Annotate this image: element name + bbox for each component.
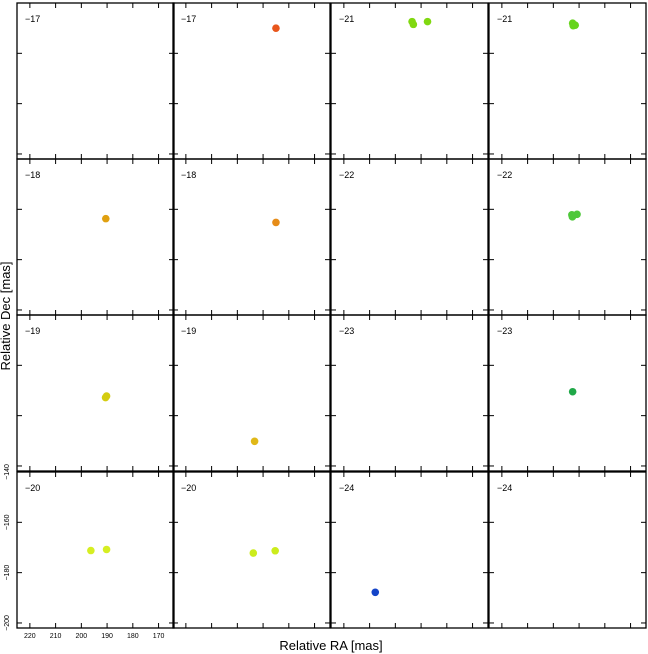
panel-label: −23 [497, 326, 512, 336]
panel-frame [330, 2, 489, 160]
panel-frame [330, 471, 489, 629]
data-point-0 [272, 218, 280, 227]
y-tick-label-2: −180 [4, 565, 11, 581]
panel-frame [488, 471, 647, 629]
y-tick-label-1: −160 [4, 514, 11, 530]
panel-1: −17 [16, 2, 175, 160]
data-point-1 [409, 20, 418, 29]
panel-frame [330, 314, 489, 472]
panel-frame [488, 314, 647, 472]
data-point-1 [271, 546, 279, 555]
panel-3: −21 [330, 2, 489, 160]
panel-frame [488, 2, 647, 160]
panel-label: −19 [25, 326, 40, 336]
data-point-1 [102, 545, 111, 554]
data-point-2 [569, 21, 577, 30]
x-tick-label-3: 190 [101, 633, 113, 640]
panel-label: −20 [181, 483, 196, 493]
panel-frame [330, 158, 489, 316]
data-point-2 [423, 17, 432, 26]
panel-2: −17 [172, 2, 331, 160]
panel-label: −17 [181, 14, 196, 24]
panel-frame [172, 2, 331, 160]
data-point-0 [371, 588, 380, 597]
panel-11: −23 [330, 314, 489, 472]
panel-label: −22 [339, 170, 354, 180]
panel-label: −18 [25, 170, 40, 180]
panel-frame [16, 158, 175, 316]
panel-frame [16, 314, 175, 472]
panel-5: −18 [16, 158, 175, 316]
panel-label: −18 [181, 170, 196, 180]
panel-frame [16, 471, 175, 629]
x-tick-label-1: 210 [50, 633, 62, 640]
panel-frame [172, 471, 331, 629]
data-point-0 [87, 546, 95, 555]
panel-7: −22 [330, 158, 489, 316]
y-axis-title: Relative Dec [mas] [0, 261, 13, 370]
panel-16: −24 [488, 471, 647, 629]
panel-frame [16, 2, 175, 160]
y-tick-label-3: −200 [4, 615, 11, 631]
data-point-0 [101, 214, 110, 223]
y-tick-label-0: −140 [4, 464, 11, 480]
x-axis-title: Relative RA [mas] [279, 638, 382, 653]
panel-15: −24 [330, 471, 489, 629]
panel-9: −19 [16, 314, 175, 472]
x-tick-label-0: 220 [24, 633, 36, 640]
data-point-0 [250, 437, 259, 446]
data-point-1 [101, 393, 110, 402]
data-point-0 [249, 549, 258, 557]
panel-label: −21 [497, 14, 512, 24]
panel-13: −20 220 210 200 190 180 170 −140 −160 −180 −200 [4, 464, 175, 640]
panel-label: −24 [339, 483, 354, 493]
x-tick-label-2: 200 [76, 633, 88, 640]
panel-4: −21 [488, 2, 647, 160]
panel-label: −19 [181, 326, 196, 336]
panel-10: −19 [172, 314, 331, 472]
x-tick-label-5: 170 [153, 633, 165, 640]
panel-label: −24 [497, 483, 512, 493]
panel-label: −22 [497, 170, 512, 180]
panel-label: −17 [25, 14, 40, 24]
panel-6: −18 [172, 158, 331, 316]
panel-12: −23 [488, 314, 647, 472]
panel-frame [172, 314, 331, 472]
data-point-2 [568, 213, 577, 221]
panel-14: −20 [172, 471, 331, 629]
panel-label: −23 [339, 326, 354, 336]
panel-frame [172, 158, 331, 316]
x-tick-label-4: 180 [127, 633, 139, 640]
panel-label: −20 [25, 483, 40, 493]
data-point-0 [272, 24, 280, 32]
panel-label: −21 [339, 14, 354, 24]
panels-layer: −17 −17 −21 −21 −18 −18 −22 −22 −19 −19 −23 −23 −20 2… [4, 2, 647, 640]
panel-8: −22 [488, 158, 647, 316]
panel-frame [488, 158, 647, 316]
data-point-0 [568, 387, 577, 396]
